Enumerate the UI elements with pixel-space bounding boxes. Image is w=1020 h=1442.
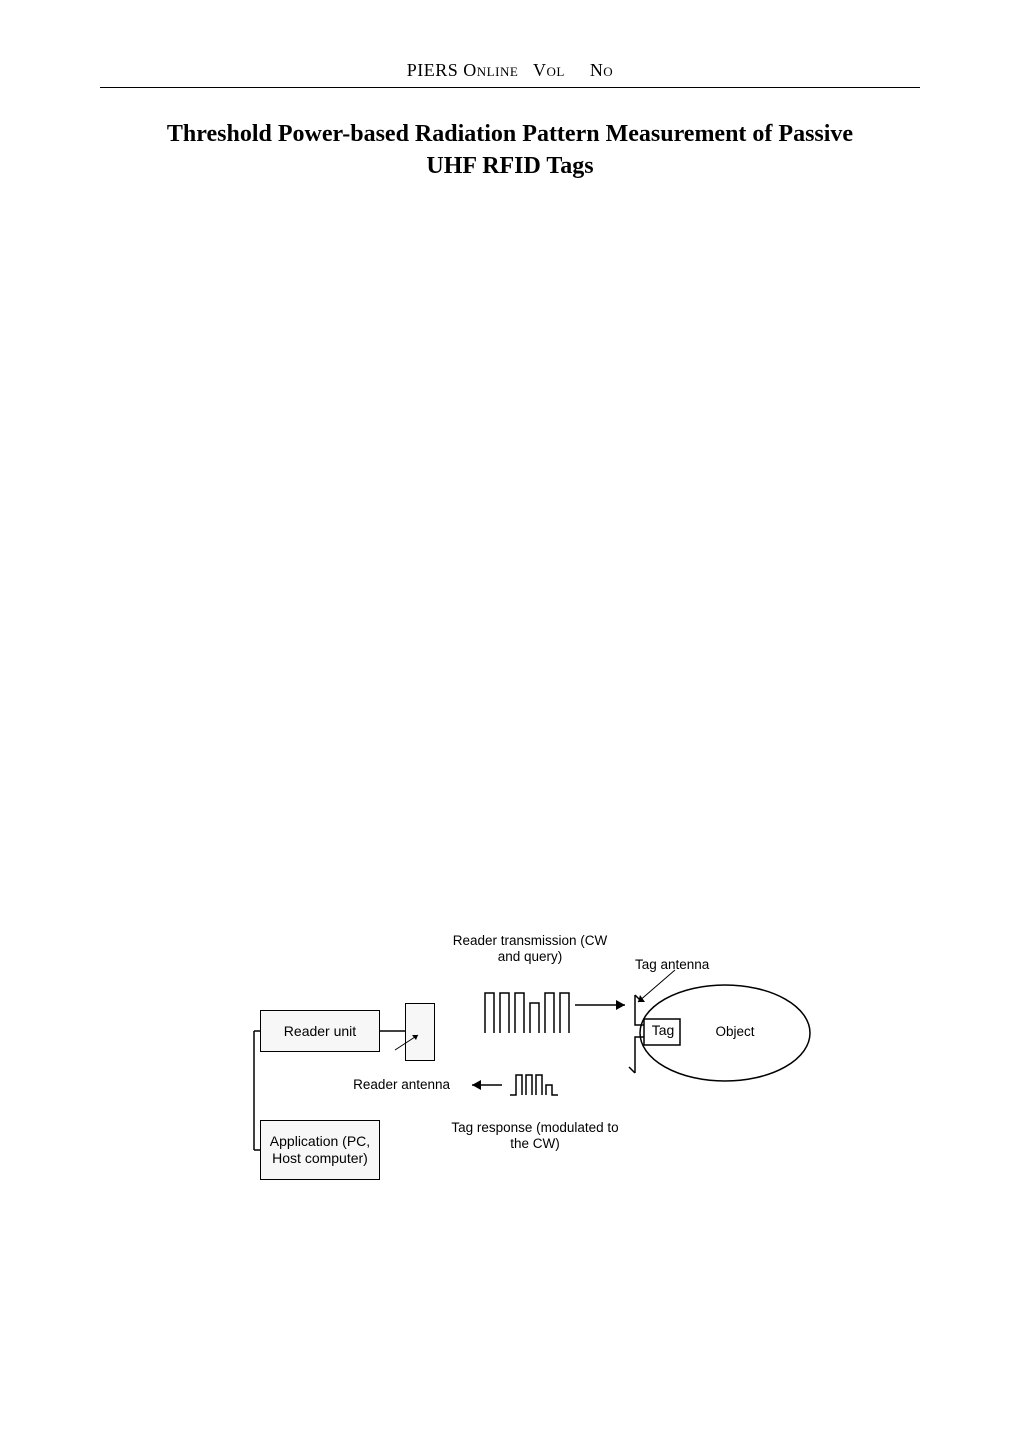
vol-label: Vol bbox=[533, 60, 565, 80]
tag-response-label: Tag response (modulated to the CW) bbox=[450, 1120, 620, 1151]
journal-name: PIERS Online bbox=[407, 60, 519, 80]
reader-antenna-label: Reader antenna bbox=[320, 1077, 450, 1093]
figure-rfid-system: Reader unit Application (PC, Host comput… bbox=[240, 925, 840, 1205]
reader-tx-label: Reader transmission (CW and query) bbox=[445, 933, 615, 964]
connector-lines bbox=[240, 925, 840, 1205]
paper-title: Threshold Power-based Radiation Pattern … bbox=[150, 118, 870, 183]
tag-label: Tag bbox=[648, 1022, 678, 1038]
object-label: Object bbox=[695, 1024, 775, 1040]
running-header: PIERS Online Vol No bbox=[100, 60, 920, 88]
no-label: No bbox=[590, 60, 613, 80]
tag-antenna-label: Tag antenna bbox=[635, 957, 735, 973]
